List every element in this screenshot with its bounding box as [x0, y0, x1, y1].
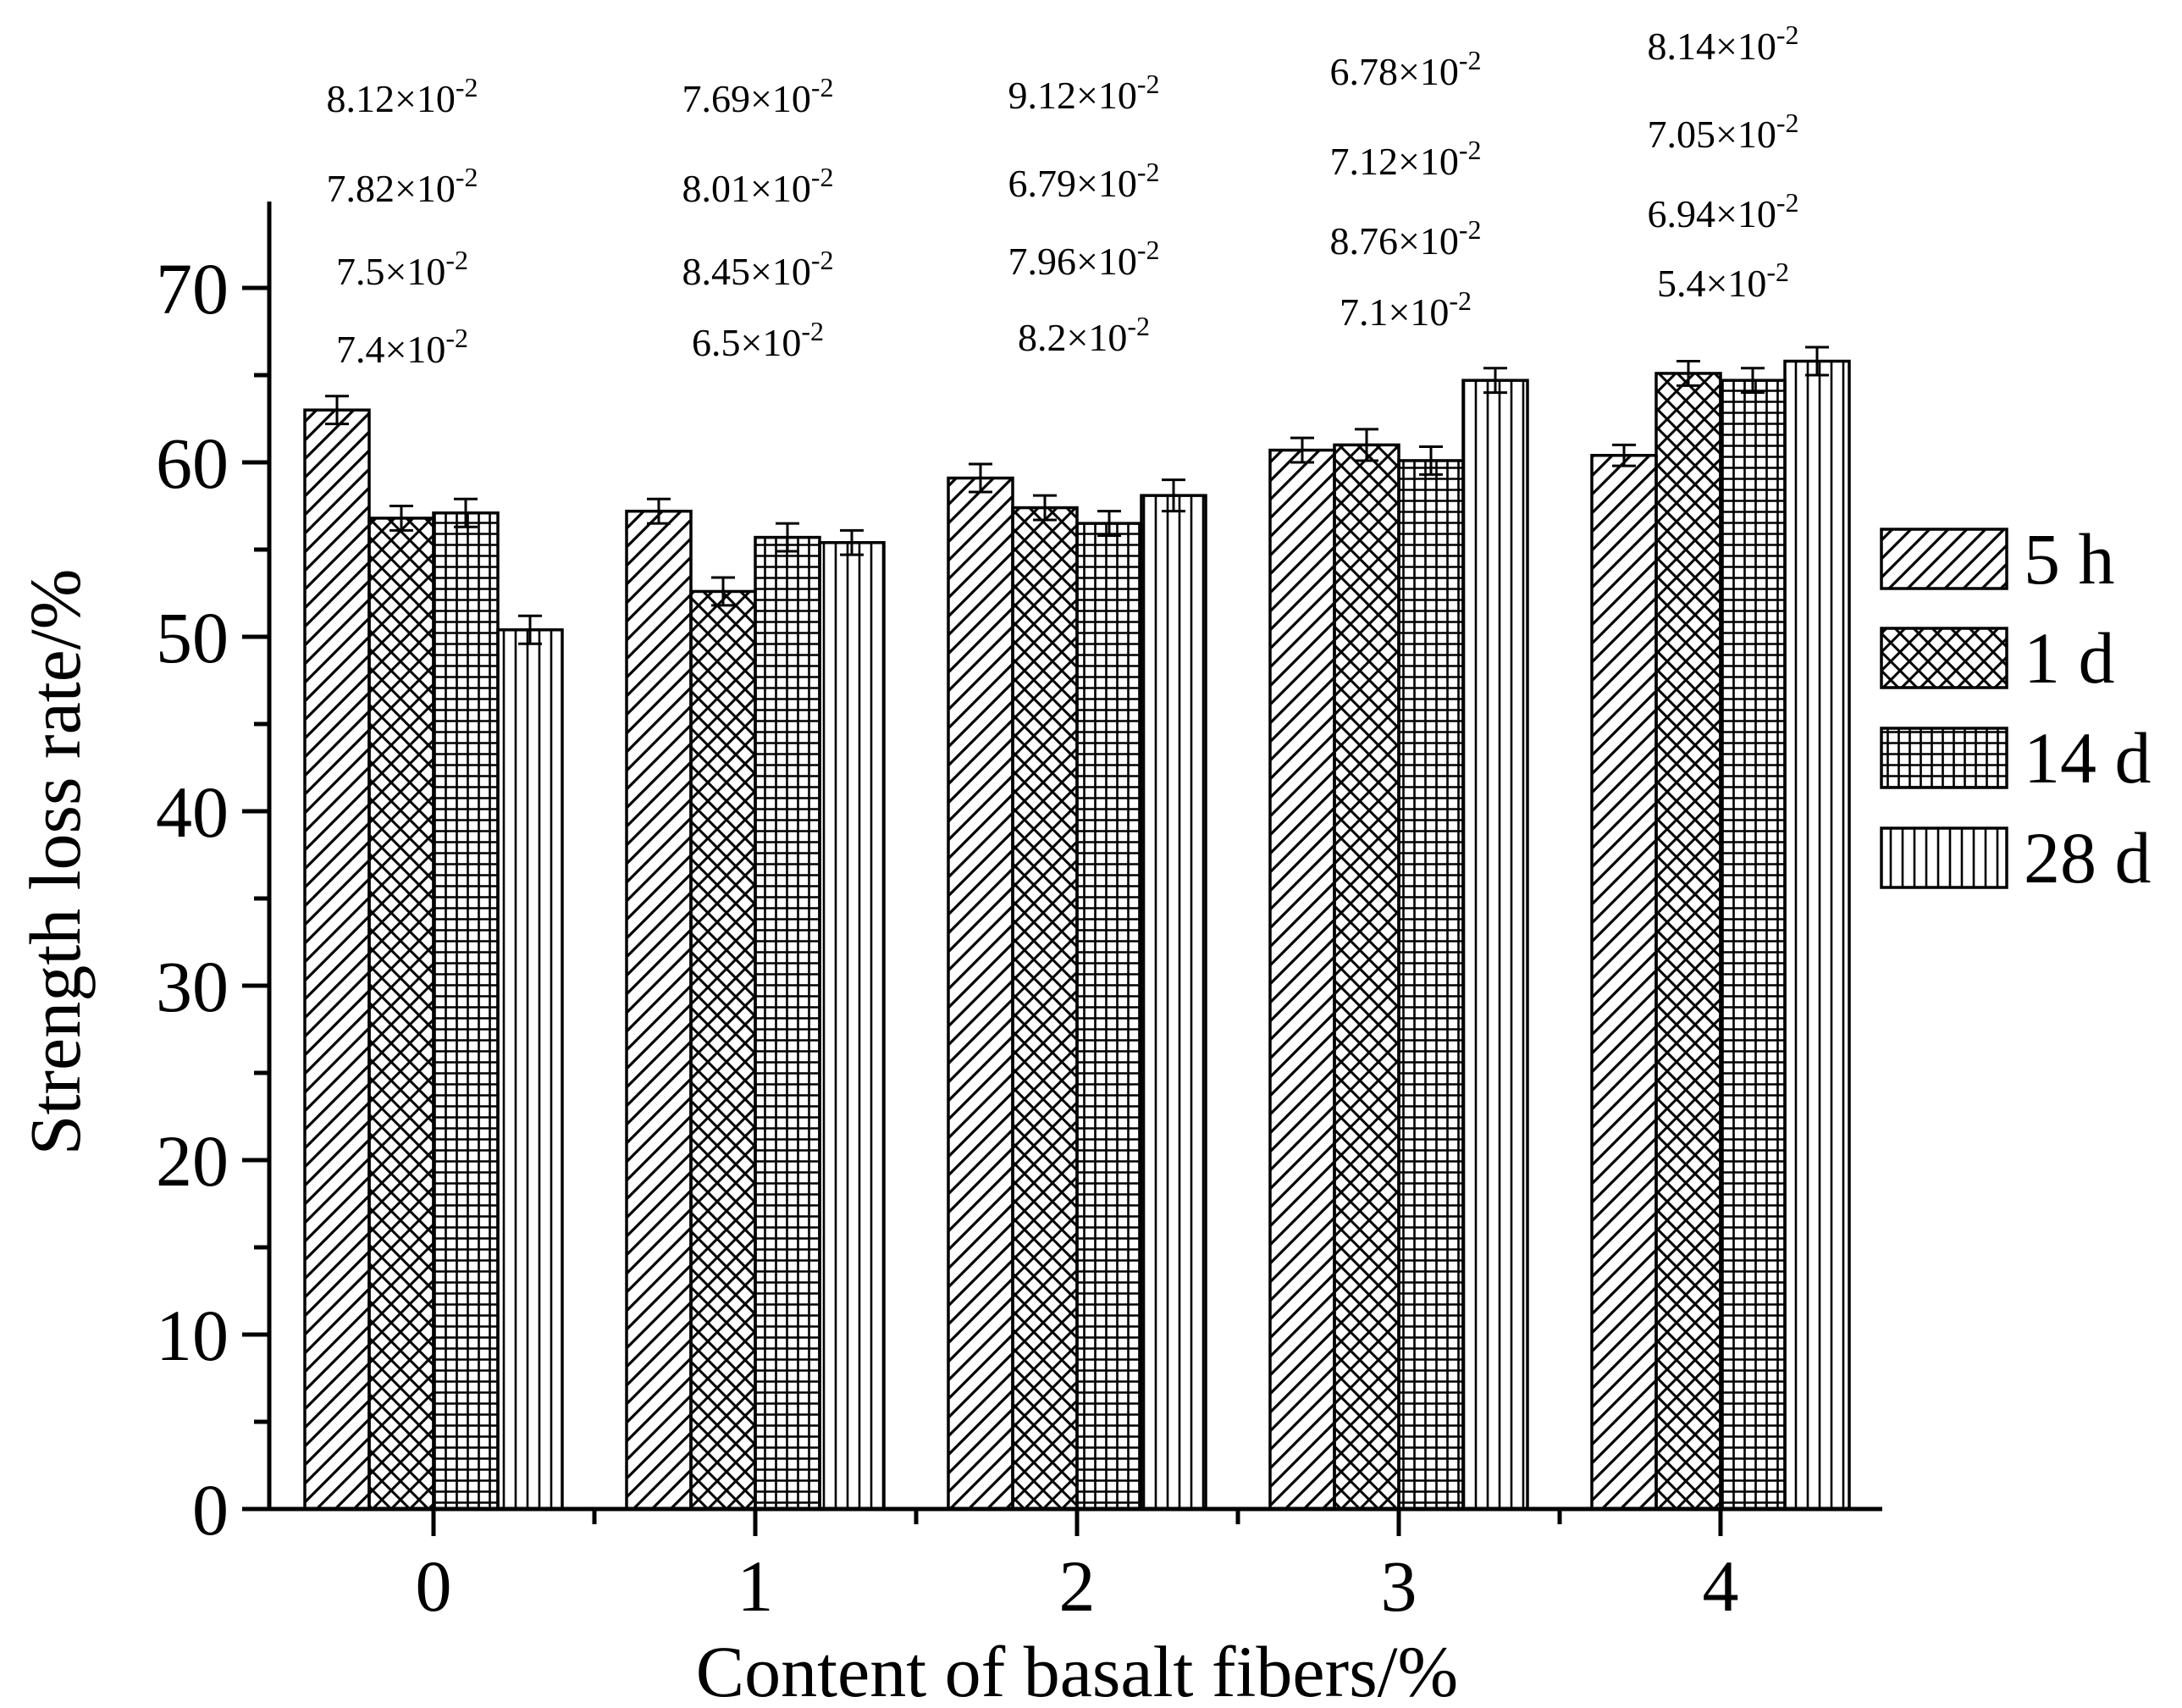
error-bar [1290, 436, 1314, 464]
legend-item: 1 d [1880, 617, 2115, 699]
error-bar [840, 528, 864, 556]
error-bar [1741, 367, 1765, 395]
bar-14d-cat-4 [1719, 379, 1787, 1511]
group-annotation: 8.76×10-2 [1329, 214, 1481, 263]
bar-14d-cat-0 [432, 511, 500, 1511]
group-annotation: 6.94×10-2 [1647, 187, 1798, 235]
error-bar [1483, 367, 1507, 395]
error-bar [1033, 494, 1057, 522]
x-ticks: 0 1 2 3 4 [416, 1509, 1739, 1627]
y-tick-label: 10 [156, 1295, 229, 1376]
axes: 0 10 20 30 40 50 60 70 0 1 2 3 4 [156, 202, 1882, 1627]
group-annotation: 7.82×10-2 [326, 162, 478, 210]
legend: 5 h 1 d 14 d 28 d [1880, 518, 2152, 898]
group-annotation: 7.69×10-2 [682, 72, 833, 120]
group-annotation: 6.78×10-2 [1329, 45, 1481, 93]
legend-swatch [1880, 528, 2008, 590]
y-tick-label: 50 [156, 597, 229, 678]
error-bar [969, 462, 992, 494]
group-annotation: 7.1×10-2 [1340, 285, 1472, 334]
bar-28d-cat-4 [1783, 359, 1851, 1511]
legend-item: 28 d [1880, 817, 2152, 898]
group-annotation: 5.4×10-2 [1657, 257, 1789, 305]
group-annotation: 7.12×10-2 [1329, 135, 1481, 183]
bar-14d-cat-3 [1397, 459, 1465, 1511]
legend-swatch [1880, 627, 2008, 689]
error-bar [647, 497, 671, 525]
group-annotation: 6.5×10-2 [692, 316, 824, 364]
error-bar [325, 395, 349, 426]
y-tick-label: 20 [156, 1120, 229, 1202]
error-bar [1419, 445, 1443, 476]
bar-1d-cat-2 [1011, 506, 1079, 1511]
legend-item: 5 h [1880, 518, 2115, 600]
error-bar [776, 522, 799, 553]
x-tick-label: 2 [1059, 1545, 1096, 1627]
bar-5h-cat-1 [625, 509, 693, 1511]
legend-item: 14 d [1880, 717, 2152, 799]
group-annotation: 7.5×10-2 [336, 245, 468, 293]
bar-5h-cat-4 [1590, 454, 1658, 1511]
group-annotation: 6.79×10-2 [1008, 157, 1159, 205]
error-bar [389, 505, 413, 532]
bar-14d-cat-2 [1075, 522, 1143, 1511]
bar-14d-cat-1 [754, 535, 821, 1511]
bar-1d-cat-3 [1333, 443, 1400, 1511]
bar-5h-cat-0 [303, 408, 371, 1511]
group-annotation: 7.4×10-2 [336, 323, 468, 371]
group-annotation: 8.01×10-2 [682, 162, 833, 210]
legend-swatch [1880, 826, 2008, 889]
error-bar [1805, 345, 1829, 377]
y-tick-label: 0 [192, 1469, 229, 1550]
x-tick-label: 4 [1703, 1545, 1739, 1627]
y-ticks: 0 10 20 30 40 50 60 70 [156, 248, 269, 1550]
error-bar [1097, 510, 1121, 538]
y-tick-label: 30 [156, 946, 229, 1027]
legend-swatch [1880, 727, 2008, 789]
bar-5h-cat-3 [1268, 448, 1336, 1511]
x-tick-label: 3 [1381, 1545, 1417, 1627]
legend-label: 28 d [2024, 817, 2152, 898]
y-tick-label: 70 [156, 248, 229, 329]
x-tick-label: 0 [416, 1545, 452, 1627]
bars [303, 359, 1851, 1511]
error-bar [1162, 478, 1185, 513]
error-bars [325, 345, 1829, 645]
bar-1d-cat-1 [689, 589, 757, 1511]
bar-5h-cat-2 [947, 476, 1014, 1511]
error-bar [1612, 443, 1636, 467]
annotations: 8.12×10-2 7.82×10-2 7.5×10-2 7.4×10-2 7.69×1… [326, 19, 1798, 371]
bar-28d-cat-0 [496, 628, 564, 1511]
group-annotation: 8.14×10-2 [1647, 19, 1798, 68]
legend-label: 1 d [2024, 617, 2115, 699]
group-annotation: 9.12×10-2 [1008, 69, 1159, 117]
error-bar [1355, 428, 1378, 462]
y-axis-title: Strength loss rate/% [14, 569, 96, 1156]
error-bar [518, 614, 542, 645]
bar-1d-cat-0 [367, 517, 435, 1511]
x-tick-label: 1 [737, 1545, 774, 1627]
error-bar [454, 497, 478, 528]
legend-label: 5 h [2024, 518, 2115, 600]
group-annotation: 8.45×10-2 [682, 245, 833, 293]
group-annotation: 8.2×10-2 [1018, 311, 1150, 359]
group-annotation: 7.96×10-2 [1008, 235, 1159, 283]
bar-28d-cat-3 [1461, 379, 1529, 1511]
group-annotation: 8.12×10-2 [326, 72, 478, 120]
error-bar [1677, 360, 1700, 387]
y-tick-label: 60 [156, 423, 229, 504]
group-annotation: 7.05×10-2 [1647, 108, 1798, 156]
y-tick-label: 40 [156, 771, 229, 853]
bar-1d-cat-4 [1654, 372, 1722, 1511]
bar-28d-cat-1 [818, 541, 886, 1511]
bar-28d-cat-2 [1140, 494, 1207, 1511]
legend-label: 14 d [2024, 717, 2152, 799]
x-axis-title: Content of basalt fibers/% [696, 1631, 1458, 1708]
error-bar [711, 576, 735, 607]
